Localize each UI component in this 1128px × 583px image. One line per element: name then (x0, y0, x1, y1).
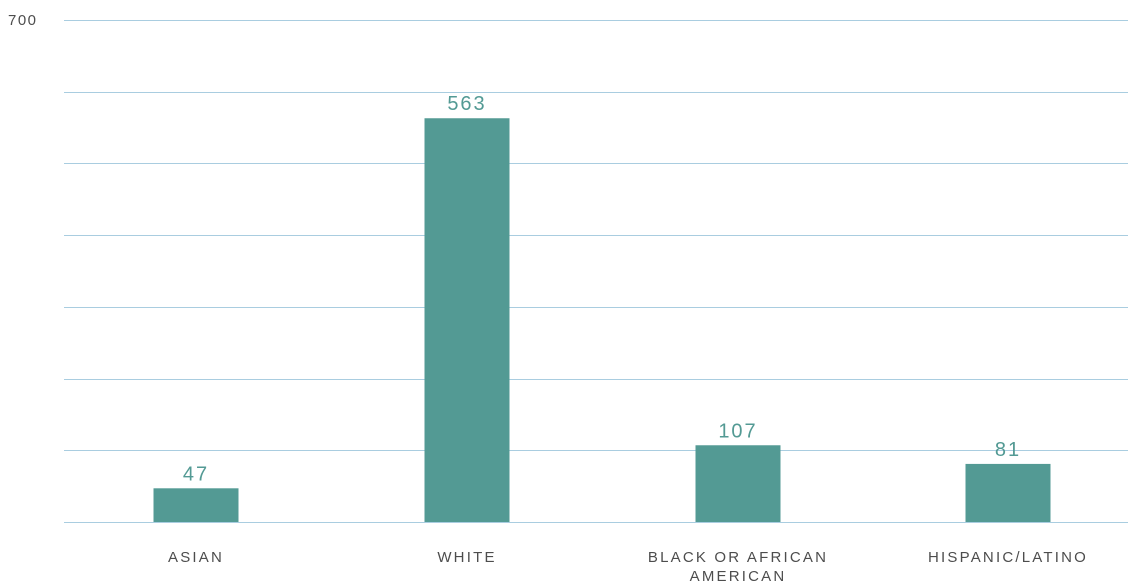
bar (965, 463, 1051, 522)
y-tick-label: 700 (8, 12, 38, 29)
data-label: 47 (183, 463, 209, 485)
x-tick-label: ASIAN (168, 549, 224, 566)
x-tick-label: HISPANIC/LATINO (928, 549, 1088, 566)
data-label: 81 (995, 439, 1021, 461)
x-tick-label: AMERICAN (690, 568, 787, 583)
x-tick-label: WHITE (437, 549, 496, 566)
bar (153, 488, 239, 522)
bar (695, 445, 781, 522)
data-label: 563 (447, 93, 486, 115)
data-label: 107 (718, 420, 757, 442)
x-tick-label: BLACK OR AFRICAN (648, 549, 828, 566)
bar (424, 118, 510, 523)
